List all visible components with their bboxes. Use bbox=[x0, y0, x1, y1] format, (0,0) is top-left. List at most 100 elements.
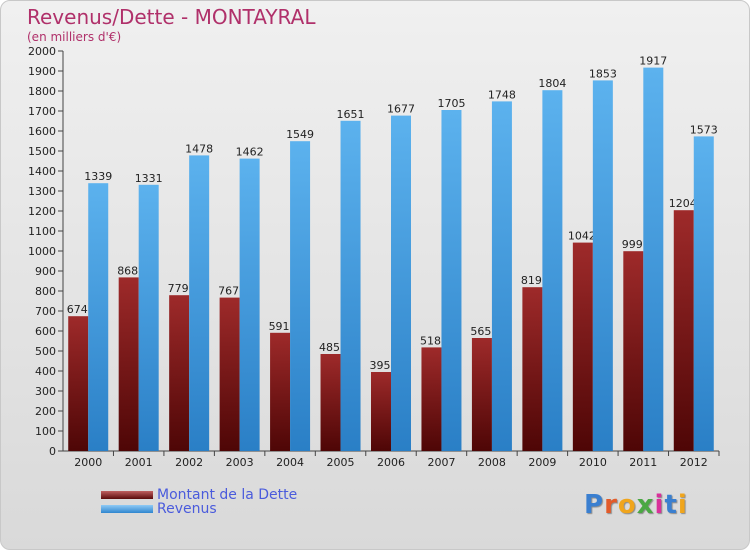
data-label-debt: 779 bbox=[168, 282, 189, 295]
legend-item-revenue: Revenus bbox=[101, 501, 217, 517]
bar-debt bbox=[572, 242, 593, 451]
bar-debt bbox=[169, 295, 190, 451]
data-label-debt: 767 bbox=[218, 285, 239, 298]
y-tick-label: 800 bbox=[35, 285, 56, 298]
bar-debt bbox=[471, 338, 492, 451]
data-label-revenue: 1804 bbox=[538, 77, 566, 90]
y-tick-label: 1500 bbox=[28, 145, 56, 158]
x-tick-label: 2004 bbox=[276, 456, 304, 469]
data-label-revenue: 1705 bbox=[437, 97, 465, 110]
x-tick-label: 2009 bbox=[528, 456, 556, 469]
logo-letter: r bbox=[604, 490, 618, 520]
chart-subtitle: (en milliers d'€) bbox=[27, 30, 122, 44]
data-label-revenue: 1748 bbox=[488, 88, 516, 101]
bar-revenue bbox=[340, 120, 361, 452]
bar-revenue bbox=[592, 80, 613, 452]
bar-revenue bbox=[643, 67, 664, 451]
bar-revenue bbox=[391, 115, 411, 451]
legend-label-revenue: Revenus bbox=[157, 501, 217, 517]
x-tick-label: 2011 bbox=[629, 456, 657, 469]
y-tick-label: 900 bbox=[35, 265, 56, 278]
y-tick-label: 1100 bbox=[28, 225, 56, 238]
data-label-debt: 819 bbox=[521, 274, 542, 287]
y-tick-label: 2000 bbox=[28, 45, 56, 58]
x-tick-label: 2007 bbox=[427, 456, 455, 469]
y-tick-label: 1200 bbox=[28, 205, 56, 218]
bar-revenue bbox=[693, 136, 714, 451]
data-label-revenue: 1339 bbox=[84, 170, 112, 183]
y-tick-label: 1400 bbox=[28, 165, 56, 178]
x-tick-label: 2005 bbox=[327, 456, 355, 469]
y-tick-label: 400 bbox=[35, 365, 56, 378]
x-tick-label: 2002 bbox=[175, 456, 203, 469]
bar-debt bbox=[68, 316, 89, 451]
data-label-revenue: 1462 bbox=[236, 146, 264, 159]
logo-letter: x bbox=[636, 490, 655, 520]
data-label-revenue: 1651 bbox=[337, 108, 365, 121]
bar-revenue bbox=[491, 101, 512, 452]
data-label-debt: 591 bbox=[269, 320, 290, 333]
bar-revenue bbox=[189, 155, 210, 451]
legend-label-debt: Montant de la Dette bbox=[157, 487, 298, 503]
x-tick-label: 2012 bbox=[680, 456, 708, 469]
data-label-revenue: 1331 bbox=[135, 172, 163, 185]
bar-debt bbox=[522, 287, 543, 451]
bar-debt bbox=[673, 210, 694, 451]
data-label-debt: 868 bbox=[117, 264, 138, 277]
legend-swatch-debt bbox=[101, 491, 153, 499]
logo-letter: o bbox=[617, 490, 637, 520]
x-tick-label: 2010 bbox=[579, 456, 607, 469]
y-tick-label: 300 bbox=[35, 385, 56, 398]
bar-revenue bbox=[441, 110, 462, 451]
bar-revenue bbox=[542, 90, 563, 451]
data-label-debt: 999 bbox=[622, 238, 643, 251]
logo-letter: t bbox=[664, 490, 678, 520]
bar-revenue bbox=[88, 183, 109, 451]
y-tick-label: 700 bbox=[35, 305, 56, 318]
bar-debt bbox=[118, 277, 139, 451]
legend-item-debt: Montant de la Dette bbox=[101, 487, 297, 503]
x-tick-label: 2008 bbox=[478, 456, 506, 469]
x-tick-label: 2003 bbox=[226, 456, 254, 469]
bar-revenue bbox=[138, 184, 159, 452]
logo-letter: i bbox=[677, 490, 688, 520]
y-tick-label: 1600 bbox=[28, 125, 56, 138]
x-tick-label: 2000 bbox=[74, 456, 102, 469]
data-label-revenue: 1478 bbox=[185, 142, 213, 155]
data-label-debt: 1042 bbox=[568, 230, 596, 243]
y-tick-label: 600 bbox=[35, 325, 56, 338]
y-tick-label: 0 bbox=[49, 445, 56, 458]
data-label-debt: 395 bbox=[370, 359, 391, 372]
bar-debt bbox=[219, 297, 240, 451]
data-label-debt: 1204 bbox=[669, 197, 697, 210]
y-tick-label: 500 bbox=[35, 345, 56, 358]
proxiti-logo: Proxiti bbox=[584, 490, 688, 520]
bar-debt bbox=[270, 332, 291, 451]
data-label-revenue: 1549 bbox=[286, 128, 314, 141]
chart-title: Revenus/Dette - MONTAYRAL bbox=[27, 5, 316, 29]
data-label-revenue: 1853 bbox=[589, 67, 617, 80]
legend-swatch-revenue bbox=[101, 505, 153, 513]
logo-letter: i bbox=[654, 490, 665, 520]
x-tick-label: 2006 bbox=[377, 456, 405, 469]
data-label-debt: 485 bbox=[319, 341, 340, 354]
data-label-debt: 565 bbox=[470, 325, 491, 338]
bar-revenue bbox=[239, 158, 260, 451]
bar-debt bbox=[623, 251, 644, 451]
bar-debt bbox=[320, 354, 341, 451]
x-tick-label: 2001 bbox=[125, 456, 153, 469]
data-label-debt: 518 bbox=[420, 334, 441, 347]
bar-debt bbox=[371, 372, 391, 451]
y-tick-label: 1000 bbox=[28, 245, 56, 258]
y-tick-label: 1800 bbox=[28, 85, 56, 98]
logo-letter: P bbox=[584, 490, 605, 520]
bar-revenue bbox=[290, 141, 311, 451]
y-tick-label: 1300 bbox=[28, 185, 56, 198]
y-tick-label: 100 bbox=[35, 425, 56, 438]
y-tick-label: 200 bbox=[35, 405, 56, 418]
y-tick-label: 1900 bbox=[28, 65, 56, 78]
bar-debt bbox=[421, 347, 442, 451]
data-label-revenue: 1677 bbox=[387, 103, 415, 116]
